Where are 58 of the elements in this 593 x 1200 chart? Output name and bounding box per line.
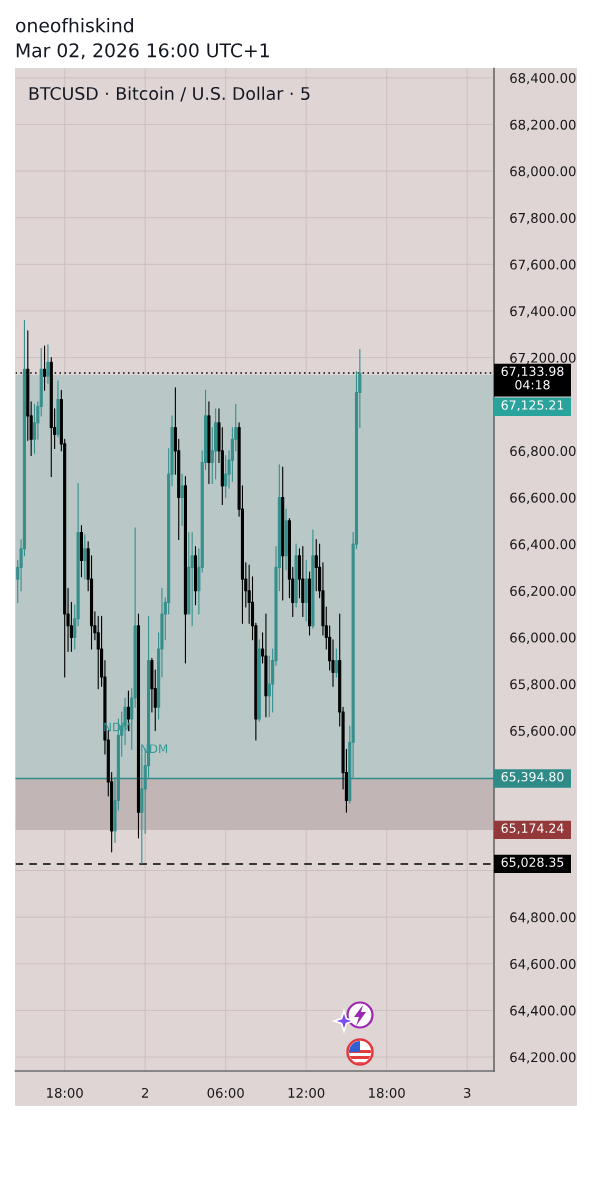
candlestick (304, 559, 308, 622)
candlestick (96, 615, 100, 690)
y-tick-label: 67,200.00 (510, 352, 576, 365)
candlestick (49, 357, 53, 478)
y-tick-label: 67,800.00 (510, 212, 576, 225)
text: Mar 02, 2026 16:00 UTC+1 (16, 43, 269, 60)
candlestick (183, 475, 187, 664)
candlestick (311, 529, 315, 629)
y-tick-label: 64,800.00 (510, 912, 576, 924)
x-tick-label: 18:00 (47, 1087, 83, 1098)
y-tick-label: 66,200.00 (510, 585, 576, 598)
candlestick (190, 531, 194, 627)
y-tick-label: 67,600.00 (510, 259, 576, 271)
candlestick (301, 545, 305, 617)
y-tick-label: 64,400.00 (510, 1005, 576, 1017)
y-tick-label: 66,600.00 (510, 492, 576, 505)
candlestick (214, 408, 218, 480)
band-label: 67,125.21 (501, 400, 564, 411)
y-tick-label: 65,800.00 (510, 679, 576, 691)
y-tick-label: 68,200.00 (510, 119, 576, 131)
text: oneofhiskind (16, 17, 133, 33)
candlestick (79, 524, 84, 578)
candlestick (264, 613, 268, 718)
y-tick-label: 65,600.00 (510, 725, 576, 738)
candlestick (43, 345, 47, 391)
candlestick (294, 543, 298, 608)
candlestick (56, 380, 60, 438)
candlestick (32, 403, 37, 454)
y-tick-label: 68,400.00 (510, 73, 576, 85)
candlestick (257, 639, 261, 722)
y-tick-label: 66,800.00 (510, 446, 576, 458)
ref-line-label: 67,133.98 04:18 (501, 366, 564, 390)
candlestick (307, 571, 312, 636)
y-tick-label: 68,000.00 (510, 166, 576, 178)
ref-line-label: 65,394.80 (501, 771, 564, 783)
ref-line-label: 65,028.35 (501, 857, 564, 869)
candlestick (207, 401, 211, 485)
x-tick-label: 2 (141, 1087, 149, 1098)
candlestick (193, 545, 198, 606)
text: BTCUSD · Bitcoin / U.S. Dollar · 5 (29, 86, 310, 102)
x-tick-label: 18:00 (369, 1087, 405, 1098)
x-tick-label: 06:00 (207, 1087, 244, 1098)
y-tick-label: 66,000.00 (510, 632, 576, 644)
y-tick-label: 67,400.00 (510, 306, 576, 318)
candlestick (136, 613, 141, 839)
x-tick-label: 12:00 (288, 1087, 325, 1098)
candlestick (180, 473, 184, 527)
x-tick-label: 3 (463, 1087, 471, 1098)
y-tick-label: 64,600.00 (510, 958, 576, 971)
y-tick-label: 66,400.00 (510, 539, 576, 551)
candlestick (46, 344, 50, 384)
candlestick (284, 508, 288, 571)
candlestick (281, 466, 285, 601)
candlestick (224, 454, 228, 499)
candlestick (83, 534, 87, 580)
y-tick-label: 64,200.00 (510, 1052, 576, 1064)
band-label: 65,174.24 (501, 823, 564, 835)
candlestick (334, 648, 338, 678)
